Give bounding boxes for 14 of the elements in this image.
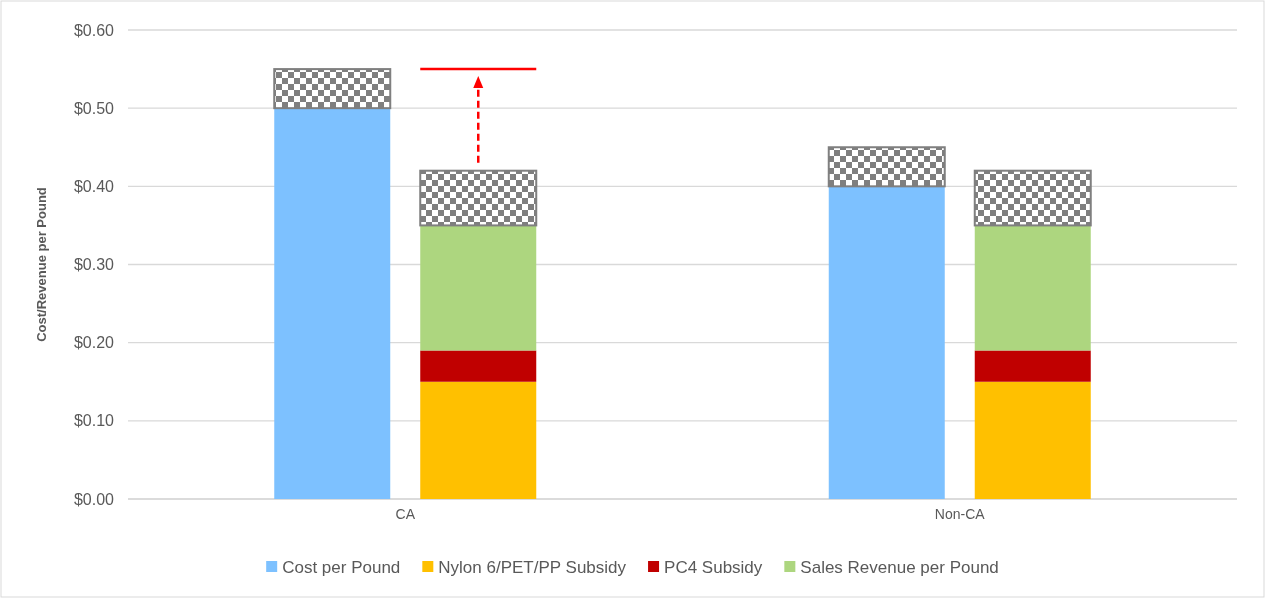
y-tick-label: $0.40 (73, 177, 115, 195)
y-tick-label: $0.30 (73, 256, 115, 274)
y-tick-label: $0.60 (73, 21, 115, 39)
y-tick-label: $0.20 (73, 334, 115, 352)
y-tick-label: $0.00 (73, 490, 115, 508)
text: Non-CA (934, 506, 986, 522)
y-tick-label: $0.10 (73, 412, 115, 430)
y-tick-label: $0.50 (73, 99, 115, 117)
legend-label: Nylon 6/PET/PP Subsidy (438, 557, 627, 577)
text: CA (395, 506, 416, 522)
legend-label: Sales Revenue per Pound (800, 557, 999, 577)
legend-label: Cost per Pound (282, 557, 401, 577)
legend-label: PC4 Subsidy (664, 557, 763, 577)
y-axis-title: Cost/Revenue per Pound (34, 187, 49, 342)
